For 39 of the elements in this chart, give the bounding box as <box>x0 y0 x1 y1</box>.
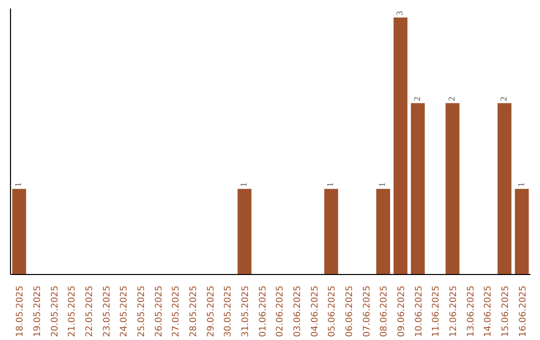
x-tick-label: 09.06.2025 <box>397 286 407 338</box>
x-tick-label: 19.05.2025 <box>33 286 43 338</box>
x-tick-label: 30.05.2025 <box>224 286 234 338</box>
x-tick-label: 23.05.2025 <box>102 286 112 338</box>
x-tick-label: 16.06.2025 <box>518 286 528 338</box>
data-label: 3 <box>394 10 404 16</box>
x-tick-label: 26.05.2025 <box>154 286 164 338</box>
data-label: 1 <box>325 182 336 187</box>
x-tick-label: 18.05.2025 <box>16 286 26 338</box>
x-tick-label: 28.05.2025 <box>189 286 199 338</box>
x-tick-label: 31.05.2025 <box>241 286 251 338</box>
x-tick-label: 15.06.2025 <box>501 286 511 338</box>
x-tick-label: 21.05.2025 <box>68 286 78 338</box>
x-tick-label: 25.05.2025 <box>137 286 147 338</box>
x-tick-label: 04.06.2025 <box>310 286 320 338</box>
x-tick-label: 29.05.2025 <box>206 286 216 338</box>
x-tick-label: 02.06.2025 <box>276 286 286 338</box>
data-label: 1 <box>377 182 388 187</box>
data-label: 1 <box>516 182 526 187</box>
x-tick-label: 27.05.2025 <box>172 286 182 338</box>
x-tick-label: 24.05.2025 <box>120 286 130 338</box>
x-tick-label: 22.05.2025 <box>85 286 95 338</box>
data-label: 2 <box>498 96 508 102</box>
data-label: 1 <box>238 182 248 187</box>
data-label: 2 <box>412 96 422 102</box>
x-tick-label: 14.06.2025 <box>484 286 494 338</box>
x-tick-label: 10.06.2025 <box>414 286 424 338</box>
data-label: 1 <box>13 182 24 187</box>
x-tick-label: 07.06.2025 <box>362 286 372 338</box>
x-tick-label: 08.06.2025 <box>380 286 390 338</box>
x-tick-label: 06.06.2025 <box>345 286 355 338</box>
x-tick-label: 12.06.2025 <box>449 286 459 338</box>
x-tick-label: 05.06.2025 <box>328 286 338 338</box>
x-tick-label: 01.06.2025 <box>258 286 268 338</box>
x-tick-label: 20.05.2025 <box>50 286 60 338</box>
x-tick-label: 11.06.2025 <box>432 286 442 338</box>
x-tick-label: 03.06.2025 <box>293 286 303 338</box>
data-label: 2 <box>446 96 456 102</box>
x-tick-label: 13.06.2025 <box>466 286 476 338</box>
